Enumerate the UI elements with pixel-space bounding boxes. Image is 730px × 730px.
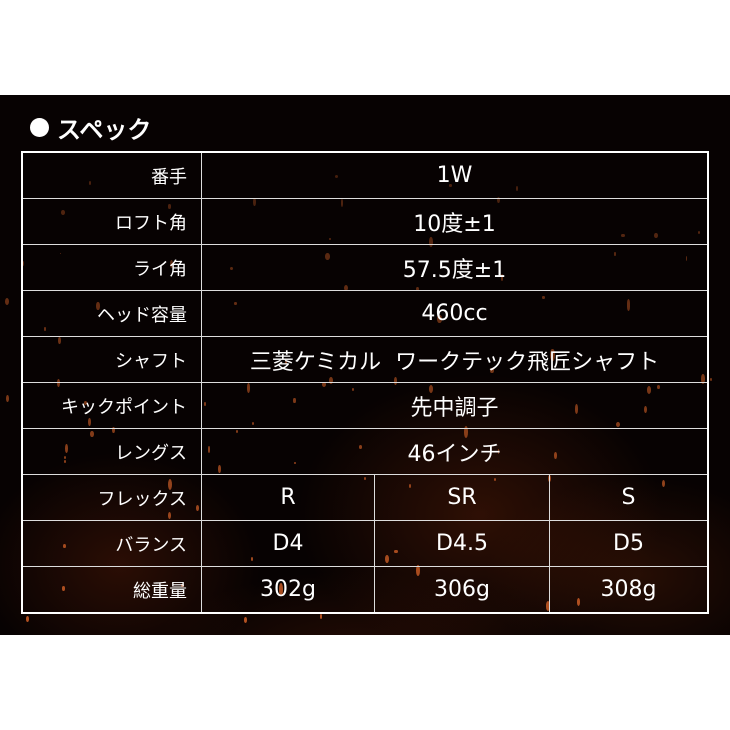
- table-row: バランス D4 D4.5 D5: [21, 520, 709, 567]
- cell-value: D4.5: [374, 520, 550, 567]
- row-value: 57.5度±1: [201, 244, 709, 291]
- row-value: 46インチ: [201, 428, 709, 475]
- table-row: ロフト角 10度±1: [21, 198, 709, 245]
- spark-particle: [319, 614, 323, 620]
- row-label: ヘッド容量: [21, 290, 202, 337]
- spec-table: 番手 1W ロフト角 10度±1 ライ角 57.5度±1 ヘッド容量 460cc シャフ…: [21, 151, 709, 614]
- row-value: 先中調子: [201, 382, 709, 429]
- section-heading: スペック: [30, 110, 151, 145]
- spark-particle: [243, 617, 247, 623]
- cell-value: 308g: [549, 566, 709, 614]
- cell-value: D5: [549, 520, 709, 567]
- spark-particle: [710, 377, 712, 382]
- table-row: ヘッド容量 460cc: [21, 290, 709, 337]
- cell-value: D4: [201, 520, 375, 567]
- row-label: ライ角: [21, 244, 202, 291]
- cell-value: R: [201, 474, 375, 521]
- row-value: 1W: [201, 151, 709, 199]
- row-value: 三菱ケミカル ワークテック飛匠シャフト: [201, 336, 709, 383]
- cell-value: S: [549, 474, 709, 521]
- row-label: レングス: [21, 428, 202, 475]
- table-row: キックポイント 先中調子: [21, 382, 709, 429]
- bullet-icon: [30, 118, 49, 137]
- row-label: 番手: [21, 151, 202, 199]
- row-label: バランス: [21, 520, 202, 567]
- row-label: シャフト: [21, 336, 202, 383]
- spark-particle: [6, 394, 9, 402]
- row-value: 10度±1: [201, 198, 709, 245]
- table-row: レングス 46インチ: [21, 428, 709, 475]
- table-row: フレックス R SR S: [21, 474, 709, 521]
- cell-value: SR: [374, 474, 550, 521]
- row-label: フレックス: [21, 474, 202, 521]
- spark-particle: [5, 297, 10, 306]
- table-row: シャフト 三菱ケミカル ワークテック飛匠シャフト: [21, 336, 709, 383]
- table-row: 総重量 302g 306g 308g: [21, 566, 709, 614]
- row-value: 460cc: [201, 290, 709, 337]
- row-label: キックポイント: [21, 382, 202, 429]
- cell-value: 306g: [374, 566, 550, 614]
- cell-value: 302g: [201, 566, 375, 614]
- row-label: ロフト角: [21, 198, 202, 245]
- table-row: 番手 1W: [21, 151, 709, 199]
- section-title: スペック: [57, 116, 152, 144]
- row-label: 総重量: [21, 566, 202, 614]
- table-row: ライ角 57.5度±1: [21, 244, 709, 291]
- spark-particle: [25, 616, 29, 622]
